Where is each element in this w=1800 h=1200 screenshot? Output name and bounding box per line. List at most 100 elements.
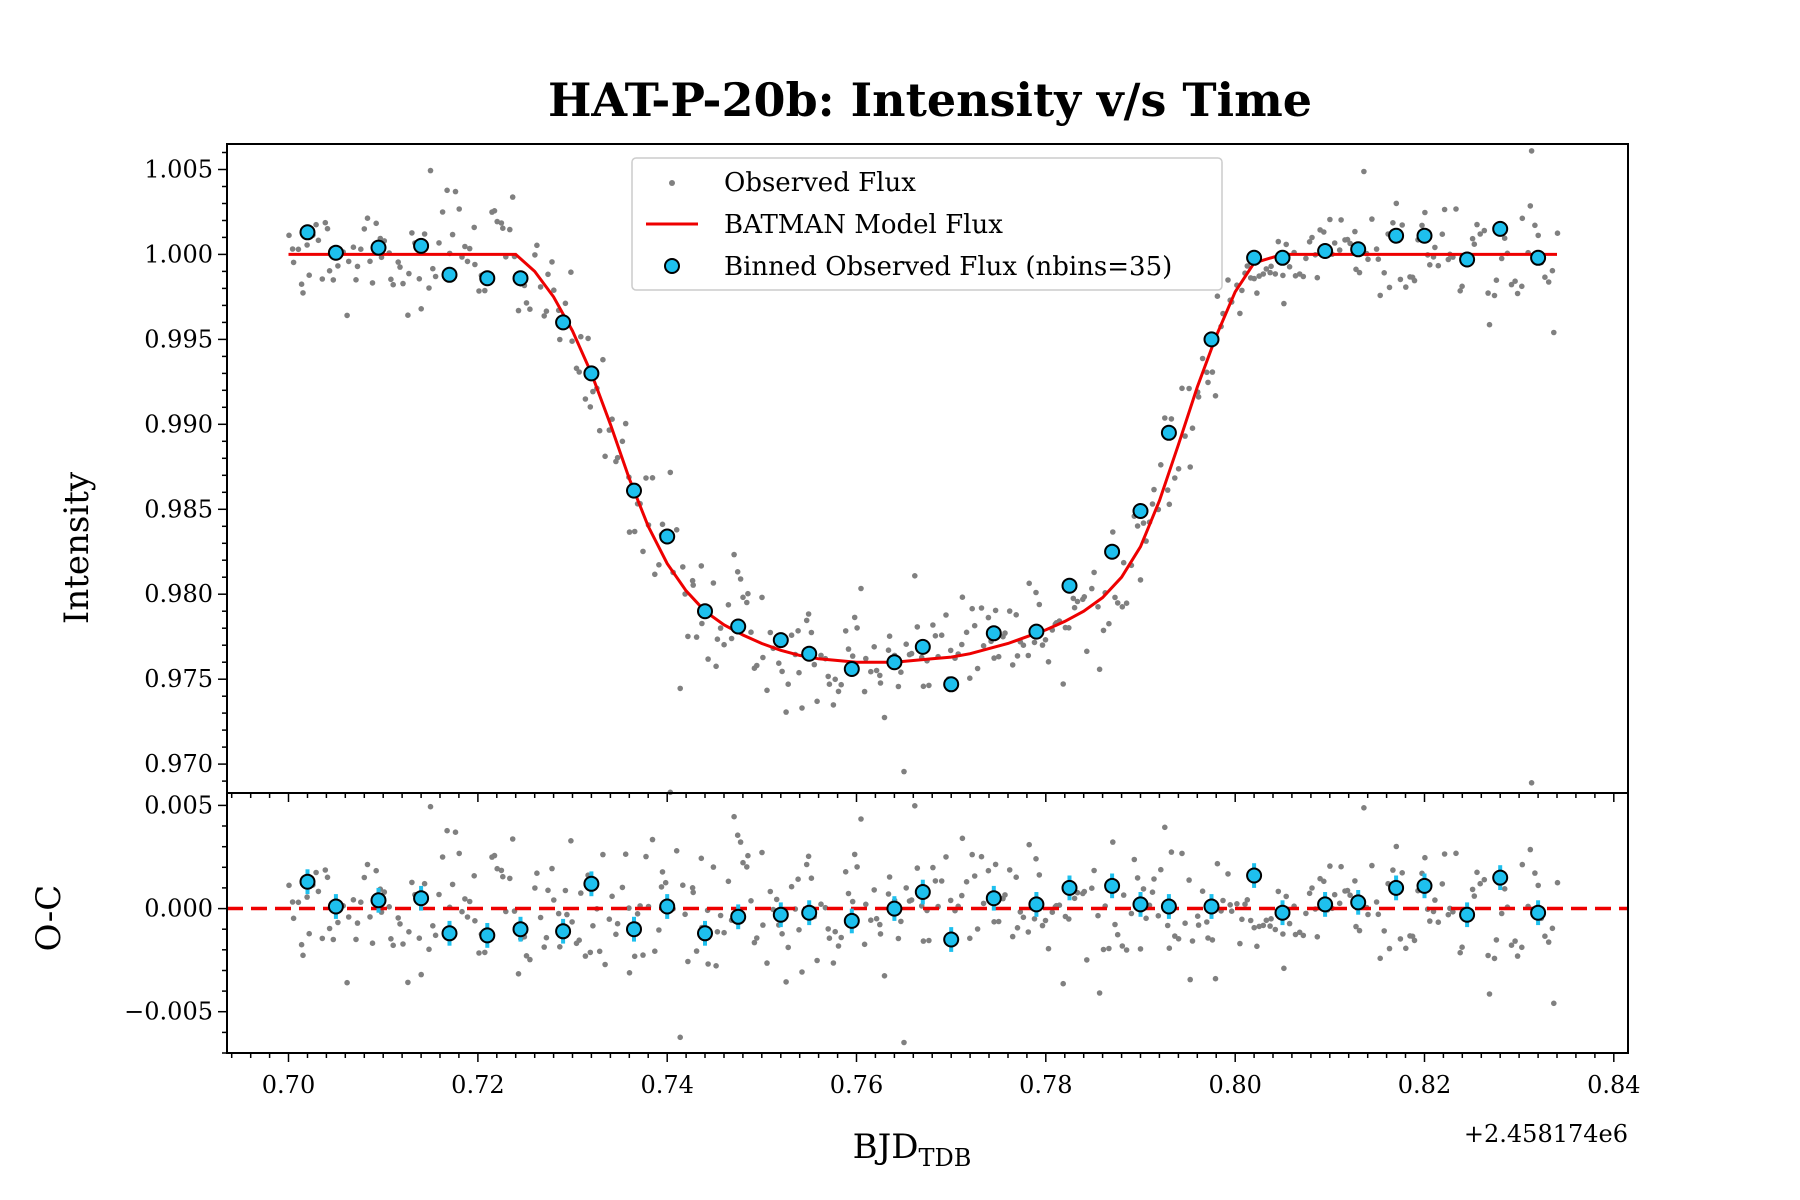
observed-flux-point	[1244, 263, 1251, 269]
observed-flux-point	[568, 269, 574, 276]
observed-flux-point	[1134, 523, 1141, 529]
observed-residual-point	[662, 879, 669, 886]
observed-flux-point	[1356, 269, 1363, 276]
observed-flux-point	[881, 714, 888, 721]
observed-residual-point	[1283, 893, 1289, 900]
observed-flux-point	[886, 633, 893, 639]
observed-flux-point	[1508, 281, 1515, 288]
observed-residual-point	[1166, 945, 1173, 951]
observed-residual-point	[1275, 888, 1282, 895]
observed-flux-point	[717, 625, 724, 631]
observed-flux-point	[358, 246, 364, 252]
observed-residual-point	[418, 971, 425, 978]
observed-residual-point	[1013, 874, 1019, 880]
observed-flux-point	[537, 284, 544, 290]
observed-residual-point	[527, 956, 533, 963]
binned-flux-point	[1061, 577, 1078, 594]
observed-residual-point	[350, 897, 357, 903]
observed-residual-point	[1026, 841, 1032, 848]
top-y-label: Intensity	[57, 471, 97, 624]
binned-residual-point	[730, 908, 747, 925]
observed-residual-point	[745, 852, 751, 859]
observed-residual-point	[1508, 942, 1515, 948]
observed-residual-point	[858, 816, 864, 822]
observed-residual-point	[576, 937, 582, 943]
observed-residual-point	[967, 935, 973, 942]
observed-residual-point	[1195, 922, 1202, 928]
observed-residual-point	[1081, 888, 1088, 895]
observed-flux-point	[1140, 520, 1147, 526]
observed-residual-point	[582, 953, 589, 959]
observed-residual-point	[295, 899, 302, 906]
observed-residual-point	[1244, 897, 1251, 903]
observed-residual-point	[619, 884, 626, 891]
observed-residual-point	[1403, 945, 1409, 952]
observed-residual-point	[898, 918, 904, 925]
observed-flux-point	[1187, 464, 1193, 470]
binned-flux-point	[1160, 424, 1177, 441]
observed-flux-point	[963, 629, 970, 636]
observed-residual-point	[1212, 975, 1219, 982]
observed-flux-point	[1338, 217, 1344, 223]
binned-flux-point	[801, 645, 818, 662]
observed-residual-point	[319, 935, 326, 942]
observed-residual-point	[1239, 916, 1245, 923]
binned-residual-point	[1028, 896, 1045, 913]
observed-residual-point	[985, 867, 992, 874]
observed-residual-point	[714, 929, 721, 935]
observed-residual-point	[614, 920, 621, 927]
observed-flux-point	[754, 662, 760, 669]
observed-flux-point	[1361, 168, 1367, 175]
observed-flux-point	[600, 356, 606, 363]
observed-residual-point	[395, 915, 402, 921]
observed-residual-point	[1228, 908, 1235, 914]
observed-flux-point	[395, 259, 402, 265]
observed-residual-point	[439, 854, 446, 860]
observed-residual-point	[1267, 923, 1273, 929]
binned-flux-point	[1530, 249, 1547, 266]
observed-residual-point	[500, 873, 506, 880]
observed-residual-point	[734, 832, 741, 838]
observed-flux-point	[1251, 275, 1257, 282]
observed-residual-point	[1033, 856, 1039, 862]
observed-residual-point	[491, 852, 498, 859]
binned-flux-point	[1416, 227, 1433, 244]
observed-residual-point	[426, 946, 432, 953]
observed-flux-point	[1179, 385, 1185, 392]
observed-flux-point	[796, 669, 802, 676]
observed-residual-point	[1514, 953, 1521, 959]
binned-residual-point	[1530, 904, 1547, 921]
observed-flux-point	[728, 635, 735, 642]
binned-residual-point	[299, 873, 316, 890]
observed-residual-point	[1373, 899, 1380, 905]
observed-residual-point	[1220, 897, 1226, 904]
binned-residual-point	[1274, 904, 1291, 921]
binned-flux-point	[985, 625, 1002, 642]
observed-residual-point	[1091, 867, 1097, 874]
observed-residual-point	[509, 836, 516, 842]
observed-flux-point	[1014, 653, 1021, 659]
legend-binned-label: Binned Observed Flux (nbins=35)	[724, 252, 1172, 282]
observed-residual-point	[1020, 914, 1027, 921]
observed-residual-point	[1204, 919, 1210, 925]
observed-flux-point	[1306, 239, 1313, 245]
observed-residual-point	[845, 890, 852, 897]
observed-residual-point	[515, 971, 522, 977]
observed-residual-point	[1397, 936, 1404, 942]
observed-flux-point	[631, 528, 638, 535]
observed-flux-point	[1106, 620, 1112, 627]
observed-flux-point	[298, 281, 305, 288]
observed-residual-point	[785, 944, 791, 951]
observed-residual-point	[427, 803, 434, 810]
binned-flux-point	[1203, 331, 1220, 348]
binned-residual-point	[1160, 898, 1177, 915]
observed-flux-point	[1419, 222, 1425, 229]
observed-flux-point	[1300, 273, 1307, 280]
observed-flux-point	[1081, 594, 1088, 600]
observed-flux-point	[1168, 416, 1175, 422]
observed-flux-point	[895, 683, 902, 690]
observed-residual-point	[825, 926, 831, 932]
observed-residual-point	[557, 944, 563, 950]
observed-flux-point	[721, 641, 727, 648]
observed-residual-point	[381, 889, 388, 895]
